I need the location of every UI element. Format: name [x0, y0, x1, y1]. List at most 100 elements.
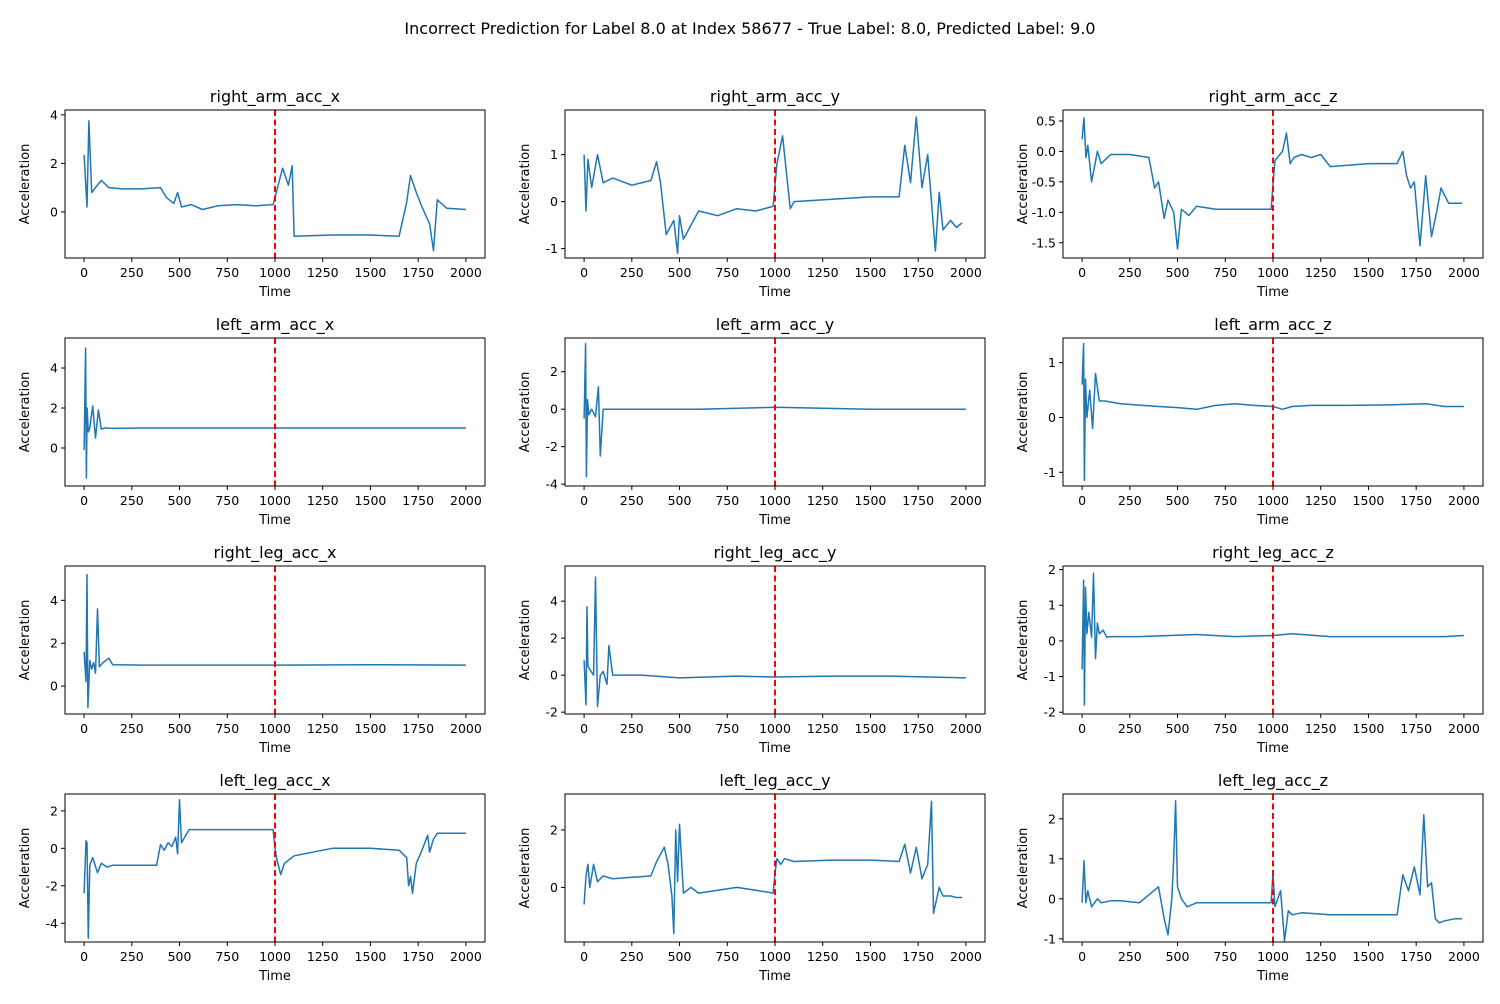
subplot-right_leg_acc_x: right_leg_acc_x 0 250 500 750 1000 1250 1500 175… — [18, 543, 486, 756]
x-tick-label: 0 — [1078, 493, 1086, 508]
x-tick-label: 250 — [120, 493, 144, 508]
x-tick-label: 750 — [715, 721, 739, 736]
x-tick-label: 250 — [620, 949, 644, 964]
x-tick-label: 500 — [668, 949, 692, 964]
subplot-title: left_arm_acc_y — [716, 315, 834, 335]
x-tick-label: 2000 — [450, 493, 482, 508]
y-tick-label: -1.5 — [1032, 235, 1056, 250]
x-axis-label: Time — [1256, 285, 1289, 300]
subplot-left_arm_acc_y: left_arm_acc_y 0 250 500 750 1000 1250 1500 1750… — [518, 315, 986, 528]
x-tick-label: 750 — [1213, 493, 1237, 508]
x-tick-label: 1500 — [1353, 721, 1385, 736]
y-tick-label: 2 — [550, 364, 558, 379]
x-tick-label: 750 — [1213, 949, 1237, 964]
y-axis-label: Acceleration — [18, 600, 33, 681]
x-tick-label: 250 — [620, 493, 644, 508]
y-axis-label: Acceleration — [518, 600, 533, 681]
subplot-right_leg_acc_z: right_leg_acc_z 0 250 500 750 1000 1250 1500 175… — [1016, 543, 1484, 756]
y-tick-label: 0 — [1048, 410, 1056, 425]
x-tick-label: 1500 — [355, 721, 387, 736]
x-tick-label: 250 — [120, 265, 144, 280]
x-tick-label: 1750 — [902, 949, 934, 964]
y-tick-label: 2 — [50, 636, 58, 651]
x-tick-label: 0 — [580, 721, 588, 736]
x-tick-label: 1500 — [1353, 949, 1385, 964]
y-axis-label: Acceleration — [1016, 372, 1031, 453]
subplot-right_arm_acc_x: right_arm_acc_x 0 250 500 750 1000 1250 1500 175… — [18, 87, 486, 300]
x-tick-label: 1000 — [259, 949, 291, 964]
subplot-title: left_arm_acc_z — [1214, 315, 1331, 335]
x-tick-label: 250 — [1118, 265, 1142, 280]
y-tick-label: 0 — [550, 668, 558, 683]
x-axis-label: Time — [1256, 741, 1289, 756]
plot-area — [564, 793, 986, 943]
x-tick-label: 1750 — [1400, 493, 1432, 508]
x-tick-label: 1250 — [807, 721, 839, 736]
subplot-title: right_leg_acc_x — [214, 543, 337, 563]
series-line — [83, 347, 466, 479]
y-tick-label: -1.0 — [1032, 205, 1056, 220]
x-tick-label: 1250 — [1305, 493, 1337, 508]
x-tick-label: 1750 — [902, 493, 934, 508]
y-axis-label: Acceleration — [518, 828, 533, 909]
x-tick-label: 1500 — [355, 949, 387, 964]
y-tick-label: -4 — [46, 916, 59, 931]
x-tick-label: 1250 — [307, 721, 339, 736]
plot-area — [64, 109, 486, 259]
y-axis-label: Acceleration — [18, 144, 33, 225]
y-tick-label: 2 — [1048, 811, 1056, 826]
x-tick-label: 1750 — [402, 493, 434, 508]
x-tick-label: 0 — [580, 493, 588, 508]
x-tick-label: 250 — [1118, 949, 1142, 964]
subplot-title: left_leg_acc_x — [219, 771, 330, 791]
subplot-title: left_leg_acc_y — [719, 771, 830, 791]
x-tick-label: 500 — [1166, 265, 1190, 280]
x-tick-label: 500 — [668, 493, 692, 508]
x-tick-label: 1500 — [855, 721, 887, 736]
y-tick-label: 0 — [1048, 891, 1056, 906]
x-axis-label: Time — [758, 513, 791, 528]
x-tick-label: 1500 — [1353, 493, 1385, 508]
y-tick-label: -1 — [546, 241, 558, 256]
x-tick-label: 500 — [1166, 949, 1190, 964]
x-tick-label: 250 — [620, 265, 644, 280]
y-tick-label: -4 — [546, 477, 559, 492]
y-axis-label: Acceleration — [518, 372, 533, 453]
y-tick-label: 1 — [1048, 598, 1056, 613]
x-tick-label: 1250 — [807, 493, 839, 508]
x-axis-label: Time — [258, 285, 291, 300]
x-tick-label: 1500 — [855, 949, 887, 964]
x-tick-label: 0 — [80, 949, 88, 964]
series-line — [1081, 342, 1464, 482]
x-tick-label: 0 — [580, 265, 588, 280]
y-tick-label: 1 — [1048, 851, 1056, 866]
subplot-left_arm_acc_x: left_arm_acc_x 0 250 500 750 1000 1250 1500 1750… — [18, 315, 486, 528]
x-tick-label: 1250 — [307, 949, 339, 964]
x-tick-label: 750 — [215, 721, 239, 736]
y-tick-label: 0 — [50, 204, 58, 219]
x-tick-label: 1250 — [307, 265, 339, 280]
subplot-left_leg_acc_z: left_leg_acc_z 0 250 500 750 1000 1250 1500 1750… — [1016, 771, 1484, 984]
x-tick-label: 500 — [1166, 721, 1190, 736]
x-tick-label: 0 — [80, 265, 88, 280]
x-tick-label: 0 — [1078, 265, 1086, 280]
y-tick-label: -2 — [546, 439, 558, 454]
series-line — [83, 798, 466, 940]
x-tick-label: 750 — [1213, 265, 1237, 280]
x-tick-label: 750 — [215, 493, 239, 508]
y-tick-label: 0 — [50, 441, 58, 456]
y-tick-label: 4 — [50, 361, 58, 376]
x-tick-label: 2000 — [450, 265, 482, 280]
subplot-title: right_arm_acc_z — [1208, 87, 1337, 107]
y-tick-label: 0.0 — [1036, 144, 1056, 159]
x-tick-label: 1000 — [1257, 265, 1289, 280]
y-tick-label: 1 — [550, 147, 558, 162]
x-tick-label: 1000 — [259, 721, 291, 736]
x-axis-label: Time — [258, 513, 291, 528]
x-tick-label: 250 — [1118, 721, 1142, 736]
x-axis-label: Time — [758, 285, 791, 300]
x-tick-label: 750 — [715, 949, 739, 964]
x-tick-label: 750 — [215, 949, 239, 964]
series-line — [1081, 800, 1462, 942]
